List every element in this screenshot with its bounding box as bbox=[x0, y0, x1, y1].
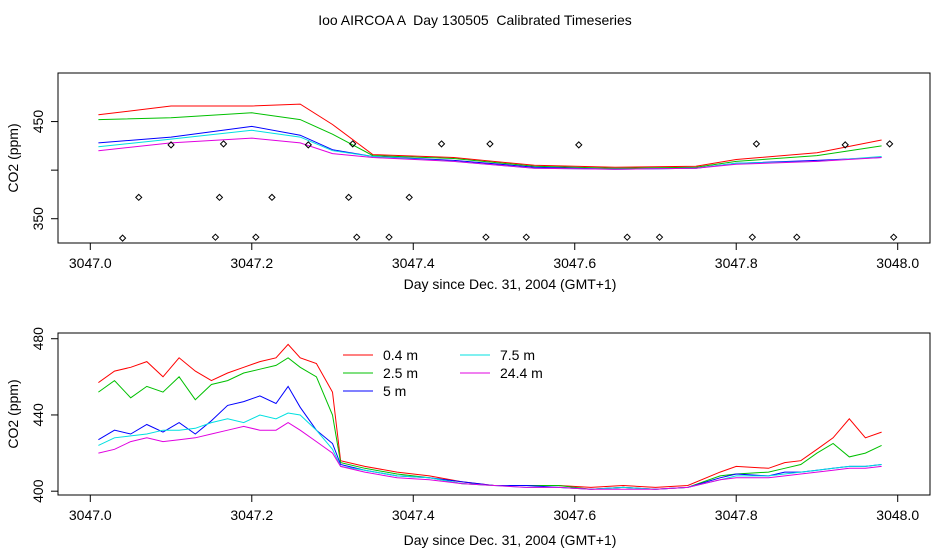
legend-label: 24.4 m bbox=[500, 365, 543, 381]
flag-point bbox=[405, 193, 413, 202]
x-tick-label: 3047.6 bbox=[553, 507, 596, 523]
series-line-7-5-m bbox=[98, 412, 882, 490]
flag-point bbox=[252, 233, 260, 241]
figure-title: Ioo AIRCOA A Day 130505 Calibrated Times… bbox=[318, 12, 632, 28]
series-line-5-m bbox=[98, 385, 882, 490]
flag-point bbox=[437, 140, 446, 148]
flag-point bbox=[268, 193, 276, 202]
x-tick-label: 3047.2 bbox=[230, 507, 273, 523]
series-line-24-4-m bbox=[98, 137, 882, 170]
legend-label: 5 m bbox=[383, 383, 406, 399]
y-axis-title: CO2 (ppm) bbox=[5, 123, 21, 192]
flag-point bbox=[118, 234, 127, 242]
series-line-2-5-m bbox=[98, 357, 882, 490]
flag-point bbox=[889, 233, 898, 241]
x-axis-title: Day since Dec. 31, 2004 (GMT+1) bbox=[404, 276, 617, 292]
flag-point bbox=[167, 141, 175, 149]
flag-point bbox=[304, 141, 313, 149]
flag-point bbox=[885, 140, 894, 148]
flag-point bbox=[211, 233, 220, 241]
y-tick-label: 440 bbox=[30, 403, 46, 427]
flag-point bbox=[135, 193, 143, 202]
flag-point bbox=[748, 233, 757, 241]
series-line-0-4-m bbox=[98, 343, 882, 488]
plot-frame-2 bbox=[57, 332, 931, 496]
x-tick-label: 3047.4 bbox=[392, 507, 435, 523]
y-tick-label: 350 bbox=[30, 207, 46, 231]
y-tick-label: 400 bbox=[30, 479, 46, 503]
x-tick-label: 3048.0 bbox=[876, 507, 919, 523]
x-tick-label: 3047.4 bbox=[392, 255, 435, 271]
flag-point bbox=[353, 233, 361, 241]
x-tick-label: 3047.2 bbox=[230, 255, 273, 271]
flag-point bbox=[215, 193, 224, 202]
flag-point bbox=[793, 233, 801, 241]
flag-point bbox=[385, 233, 393, 241]
flag-point bbox=[348, 140, 357, 148]
flag-point bbox=[655, 233, 664, 241]
legend-label: 7.5 m bbox=[500, 347, 535, 363]
y-tick-label: 480 bbox=[30, 327, 46, 351]
y-tick-label: 450 bbox=[30, 110, 46, 134]
flag-point bbox=[486, 140, 494, 148]
flag-point bbox=[752, 140, 761, 148]
x-tick-label: 3047.8 bbox=[715, 255, 758, 271]
x-tick-label: 3048.0 bbox=[876, 255, 919, 271]
legend-label: 0.4 m bbox=[383, 347, 418, 363]
series-line-2-5-m bbox=[98, 112, 882, 169]
series-line-0-4-m bbox=[98, 103, 882, 168]
flag-point bbox=[575, 141, 583, 149]
x-axis-title: Day since Dec. 31, 2004 (GMT+1) bbox=[404, 532, 617, 548]
x-tick-label: 3047.0 bbox=[69, 255, 112, 271]
y-axis-title: CO2 (ppm) bbox=[5, 379, 21, 448]
x-tick-label: 3047.8 bbox=[715, 507, 758, 523]
flag-point bbox=[219, 140, 228, 148]
flag-point bbox=[841, 141, 849, 149]
x-tick-label: 3047.6 bbox=[553, 255, 596, 271]
flag-point bbox=[522, 233, 531, 241]
series-line-24-4-m bbox=[98, 422, 882, 490]
legend-label: 2.5 m bbox=[383, 365, 418, 381]
flag-point bbox=[344, 193, 353, 202]
flag-point bbox=[482, 233, 490, 241]
flag-point bbox=[623, 233, 631, 241]
x-tick-label: 3047.0 bbox=[69, 507, 112, 523]
plot-frame-1 bbox=[57, 72, 931, 244]
